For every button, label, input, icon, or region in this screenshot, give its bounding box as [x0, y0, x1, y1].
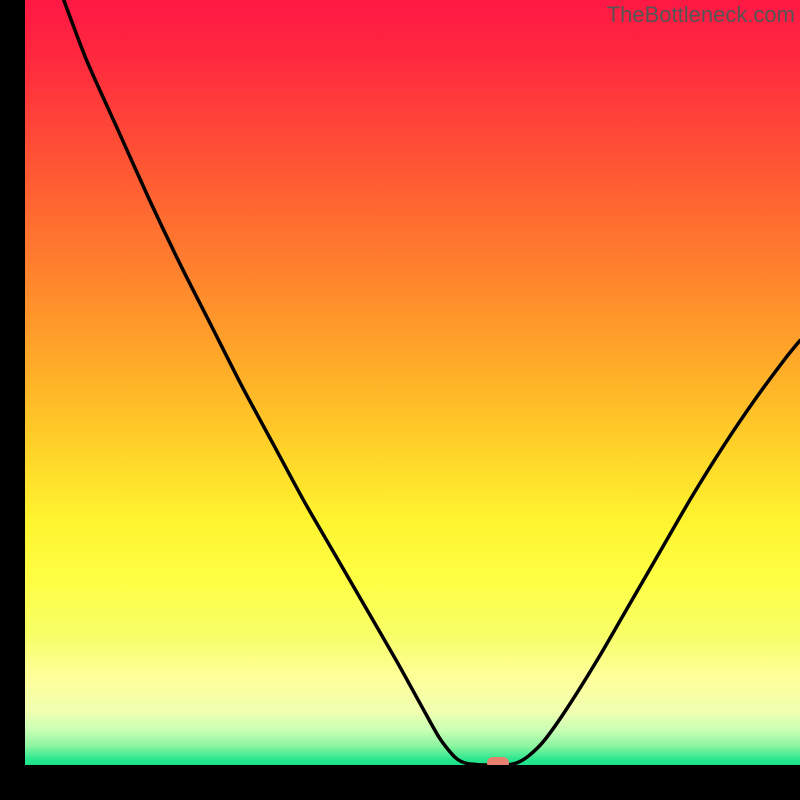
gradient-layer — [25, 0, 800, 765]
gradient-area — [25, 0, 800, 765]
bottleneck-chart: TheBottleneck.com — [0, 0, 800, 800]
watermark-text: TheBottleneck.com — [607, 2, 795, 28]
optimal-marker — [487, 757, 509, 765]
